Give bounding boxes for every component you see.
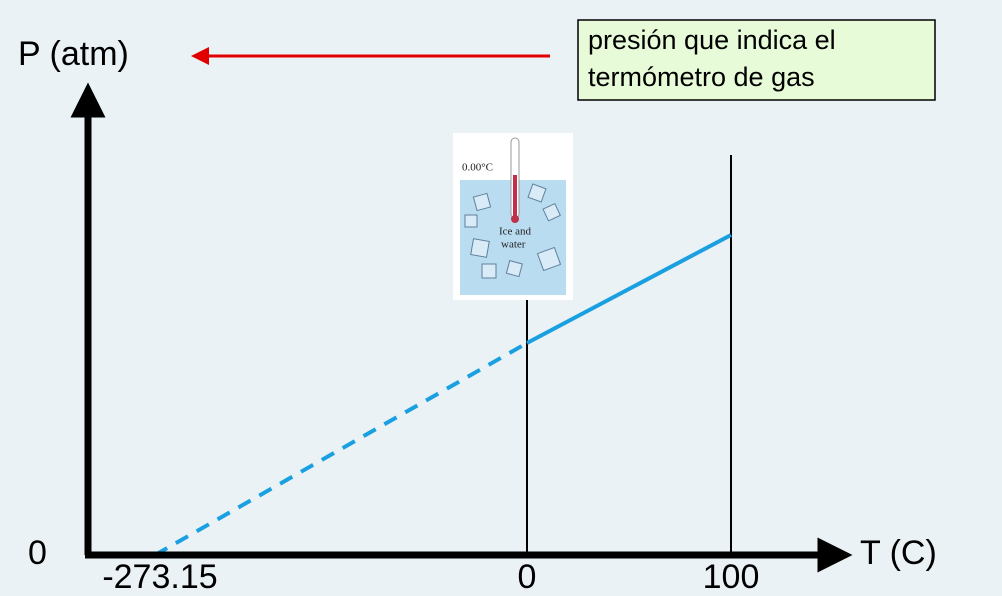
picture-caption: water <box>501 239 526 251</box>
ice-cube <box>482 264 496 278</box>
note-line: presión que indica el <box>588 25 836 55</box>
x-label: 0 <box>518 558 537 596</box>
x-label: -273.15 <box>102 558 217 596</box>
x-axis-label: T (C) <box>860 534 937 572</box>
ice-cube <box>465 215 477 227</box>
ice-cube <box>506 261 522 277</box>
picture-reading: 0.00°C <box>462 162 493 174</box>
note-line: termómetro de gas <box>588 62 815 92</box>
slide: presión que indica el termómetro de gas … <box>0 0 1002 596</box>
ice-water-picture: 0.00°C Ice and water <box>453 133 573 300</box>
ice-cube <box>473 193 490 210</box>
picture-caption: Ice and <box>499 226 532 238</box>
thermometer-fluid <box>513 175 517 217</box>
origin-label: 0 <box>28 534 47 572</box>
ice-cube <box>471 239 490 258</box>
y-axis-label: P (atm) <box>18 35 129 73</box>
x-label: 100 <box>703 558 760 596</box>
thermometer-bulb <box>511 215 519 223</box>
